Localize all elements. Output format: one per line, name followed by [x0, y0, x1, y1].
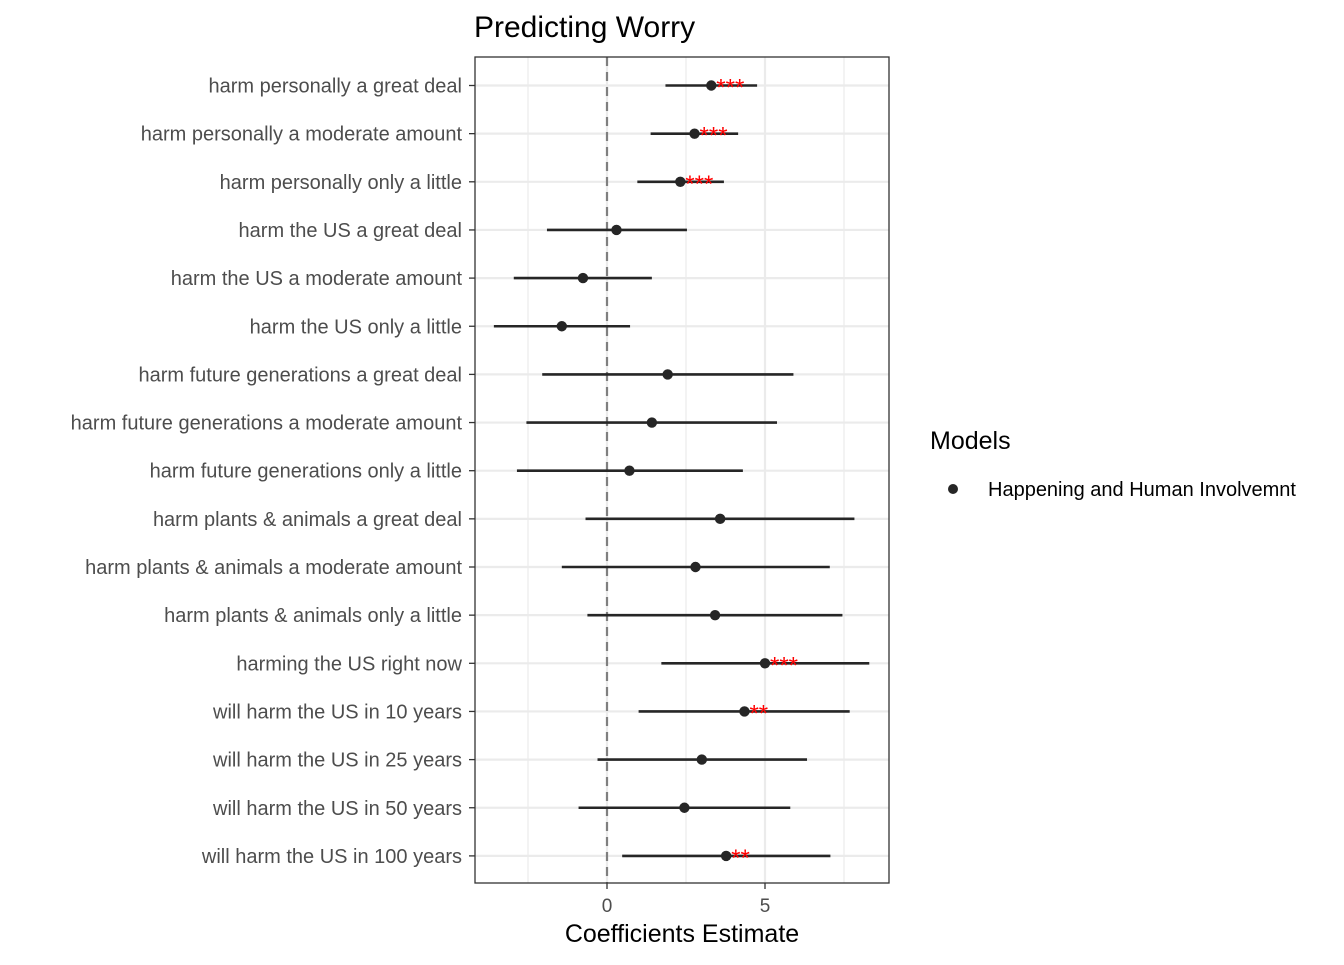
- estimate-point: [646, 417, 658, 428]
- panel-border: [474, 56, 890, 884]
- y-tick-label: will harm the US in 10 years: [212, 701, 462, 723]
- y-tick-label: harm the US only a little: [250, 316, 462, 338]
- estimate-point: [696, 754, 707, 765]
- y-tick-label: harm the US a great deal: [239, 220, 462, 242]
- estimate-point: [706, 80, 717, 91]
- significance-label: ***: [700, 123, 728, 150]
- estimate-point: [759, 658, 771, 669]
- estimates-layer: ****************: [493, 75, 870, 872]
- significance-label: ***: [770, 652, 798, 679]
- y-tick-label: will harm the US in 25 years: [212, 750, 462, 772]
- estimate-point: [720, 850, 732, 862]
- x-tick-label: 0: [602, 896, 613, 917]
- y-tick-label: harm the US a moderate amount: [171, 268, 463, 290]
- legend-title: Models: [930, 427, 1011, 455]
- chart-title: Predicting Worry: [474, 11, 695, 44]
- estimate-point: [577, 272, 589, 284]
- estimate-point: [714, 513, 726, 525]
- y-tick-label: harm future generations a great deal: [138, 364, 462, 386]
- estimate-point: [611, 224, 622, 236]
- y-tick-label: harming the US right now: [236, 653, 462, 675]
- estimate-point: [690, 561, 701, 573]
- y-tick-label: harm plants & animals only a little: [164, 605, 462, 627]
- legend-key-point: [948, 484, 958, 494]
- y-axis-labels: harm personally a great deal harm persona…: [71, 76, 475, 868]
- y-tick-label: harm plants & animals a great deal: [153, 509, 462, 531]
- y-tick-label: harm personally a great deal: [209, 76, 462, 98]
- estimate-point: [679, 802, 690, 813]
- y-tick-label: harm personally only a little: [220, 172, 462, 194]
- y-tick-label: will harm the US in 50 years: [212, 798, 462, 820]
- significance-label: **: [731, 845, 750, 872]
- estimate-point: [689, 128, 700, 139]
- estimate-point: [709, 609, 721, 621]
- y-tick-label: harm personally a moderate amount: [141, 124, 463, 146]
- estimate-point: [675, 176, 686, 187]
- estimate-point: [662, 369, 673, 380]
- significance-label: ***: [716, 75, 744, 102]
- x-tick-label: 5: [760, 896, 771, 917]
- y-tick-label: harm future generations a moderate amoun…: [71, 413, 463, 435]
- y-tick-label: harm future generations only a little: [150, 461, 462, 483]
- legend-entry-label: Happening and Human Involvemnt: [988, 479, 1296, 501]
- significance-label: ***: [685, 171, 713, 198]
- estimate-point: [739, 706, 750, 717]
- significance-label: **: [749, 700, 768, 727]
- legend: Models Happening and Human Involvemnt: [930, 427, 1296, 501]
- x-axis-label: Coefficients Estimate: [565, 920, 799, 948]
- estimate-point: [624, 465, 635, 476]
- y-tick-label: will harm the US in 100 years: [201, 846, 462, 868]
- estimate-point: [556, 321, 568, 332]
- y-tick-label: harm plants & animals a moderate amount: [85, 557, 462, 579]
